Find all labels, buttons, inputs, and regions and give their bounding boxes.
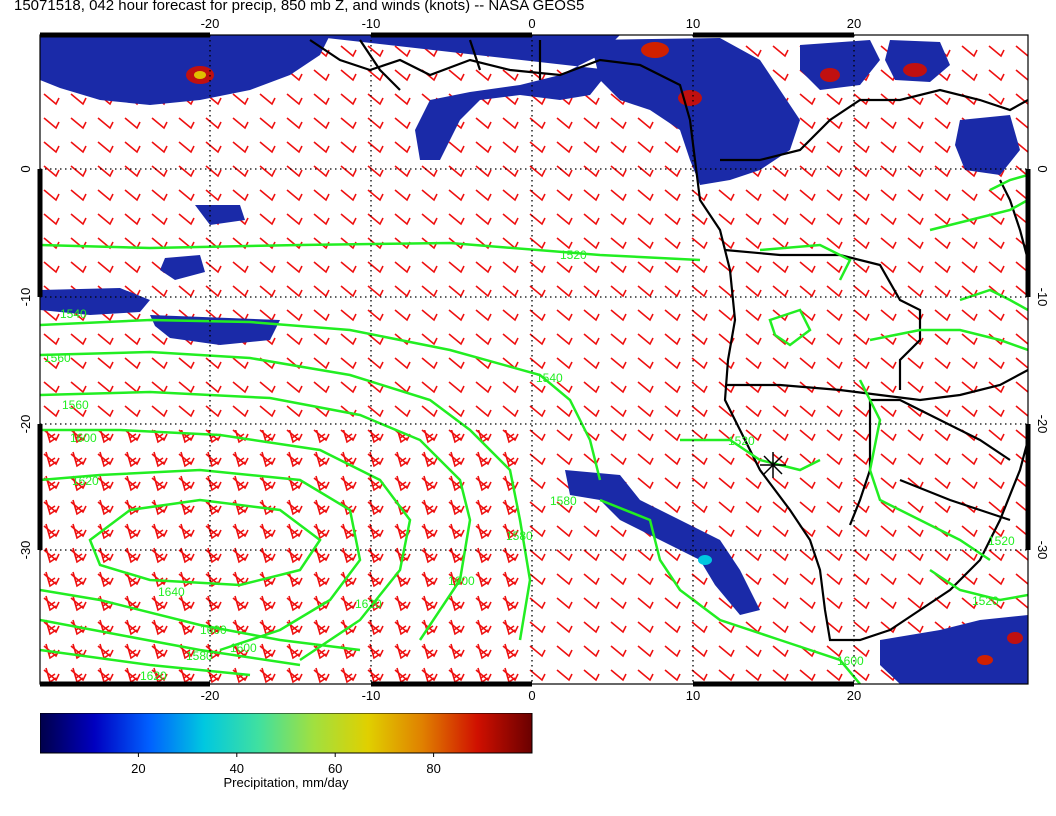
colorbar-tick-label: 60 [328, 761, 342, 775]
colorbar-tick-label: 80 [426, 761, 440, 775]
frame-ticks [37, 32, 1031, 687]
map-title: 15071518, 042 hour forecast for precip, … [14, 0, 585, 14]
lon-tick-label: -10 [362, 16, 381, 31]
contour-label: 1520 [988, 534, 1015, 548]
contour-label: 1580 [506, 529, 533, 543]
lat-tick-label: -20 [1035, 415, 1050, 434]
lat-tick-label: -20 [18, 415, 33, 434]
contour-label: 1600 [448, 574, 475, 588]
precip-areas [40, 35, 1028, 684]
lat-tick-label: -10 [1035, 288, 1050, 307]
contour-label: 1620 [140, 669, 167, 683]
wind-barbs-strong [40, 430, 520, 684]
colorbar: 20 40 60 80 [40, 713, 533, 775]
lon-tick-label: -10 [362, 688, 381, 700]
lat-tick-label: 0 [18, 165, 33, 172]
contour-label: 1600 [200, 623, 227, 637]
contour-label: 1540 [60, 307, 87, 321]
forecast-map: 1520 1540 1540 1560 1560 1580 1600 1620 … [18, 16, 1050, 700]
colorbar-tick-label: 20 [131, 761, 145, 775]
contour-label: 1520 [560, 248, 587, 262]
lon-tick-label: 10 [686, 16, 700, 31]
lon-tick-label: -20 [201, 688, 220, 700]
lon-tick-label: 10 [686, 688, 700, 700]
contour-label: 1600 [230, 641, 257, 655]
colorbar-label: Precipitation, mm/day [223, 775, 349, 790]
graticule [40, 35, 1028, 684]
contour-label: 1580 [550, 494, 577, 508]
lat-tick-label: -30 [18, 541, 33, 560]
lat-labels-left: 0 -10 -20 -30 [18, 165, 33, 559]
colorbar-ticks: 20 40 60 80 [131, 753, 441, 775]
contour-label: 1640 [158, 585, 185, 599]
contour-label: 1520 [972, 594, 999, 608]
star-icon [760, 452, 786, 478]
contour-label: 1560 [44, 351, 71, 365]
lon-labels-top: -20 -10 0 10 20 [201, 16, 862, 31]
lat-tick-label: -30 [1035, 541, 1050, 560]
contour-label: 1600 [70, 431, 97, 445]
contour-label: 1600 [837, 654, 864, 668]
contour-label: 1620 [355, 597, 382, 611]
lat-labels-right: 0 -10 -20 -30 [1035, 165, 1050, 559]
coastlines [309, 39, 1028, 642]
lon-tick-label: 0 [528, 16, 535, 31]
contour-label: 1540 [536, 371, 563, 385]
map-frame [39, 34, 1029, 685]
contour-label: 1580 [186, 649, 213, 663]
colorbar-tick-label: 40 [230, 761, 244, 775]
lon-labels-bottom: -20 -10 0 10 20 [201, 688, 862, 700]
contour-label: 1620 [72, 474, 99, 488]
lat-tick-label: 0 [1035, 165, 1050, 172]
contour-label: 1520 [728, 434, 755, 448]
lat-tick-label: -10 [18, 288, 33, 307]
lon-tick-label: 20 [847, 688, 861, 700]
contour-label: 1560 [62, 398, 89, 412]
map-plot-area: 1520 1540 1540 1560 1560 1580 1600 1620 … [40, 35, 1028, 684]
contour-labels: 1520 1540 1540 1560 1560 1580 1600 1620 … [44, 248, 1015, 683]
colorbar-gradient [40, 713, 533, 754]
lon-tick-label: 0 [528, 688, 535, 700]
lon-tick-label: -20 [201, 16, 220, 31]
lon-tick-label: 20 [847, 16, 861, 31]
